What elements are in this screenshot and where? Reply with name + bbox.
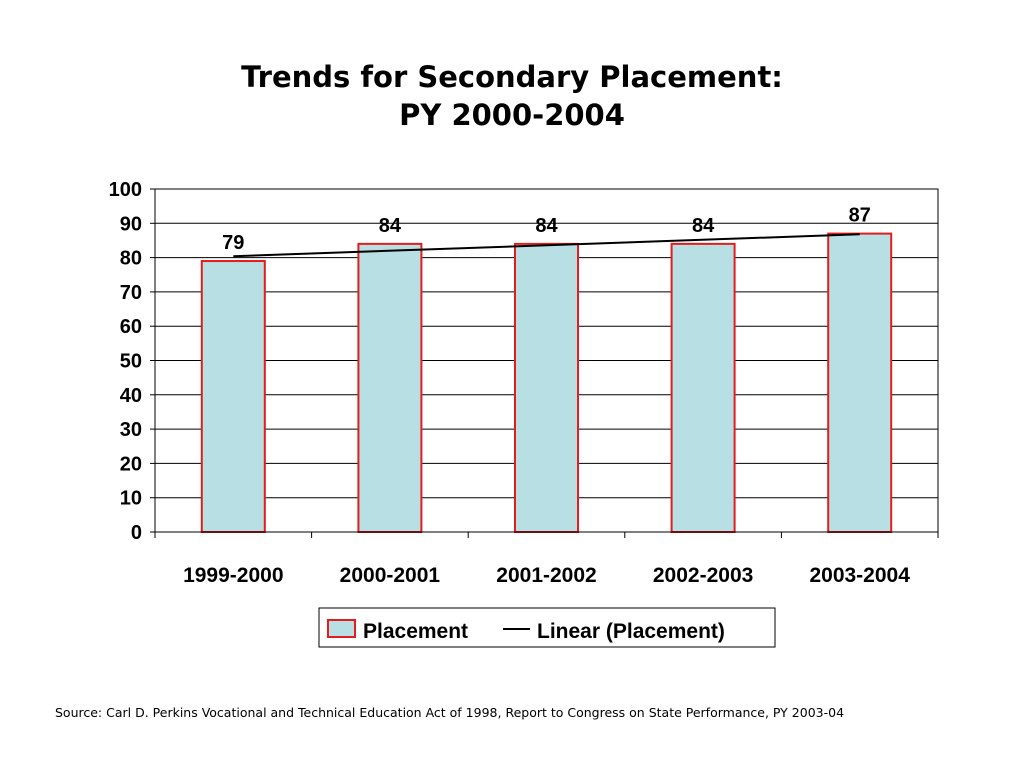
data-label-2000-2001: 84 [379, 215, 402, 237]
y-tick-label-40: 40 [120, 385, 142, 407]
data-label-2003-2004: 87 [849, 205, 871, 227]
bar-2003-2004 [827, 232, 893, 533]
legend-label-placement: Placement [363, 620, 468, 643]
y-tick-label-10: 10 [120, 488, 142, 510]
x-tick-label-2002-2003: 2002-2003 [653, 564, 753, 587]
y-tick-label-30: 30 [120, 419, 142, 441]
x-tick-label-2001-2002: 2001-2002 [496, 564, 596, 587]
y-tick-label-80: 80 [120, 248, 142, 270]
y-tick-label-70: 70 [120, 282, 142, 304]
data-label-2002-2003: 84 [692, 215, 715, 237]
plot-area-frame [154, 188, 939, 533]
y-tick-label-90: 90 [120, 213, 142, 235]
y-tick-label-0: 0 [131, 522, 142, 544]
chart-title: Trends for Secondary Placement: PY 2000-… [0, 58, 1024, 134]
x-tick-label-2003-2004: 2003-2004 [809, 564, 910, 587]
data-label-1999-2000: 79 [222, 232, 244, 254]
bar-2002-2003 [670, 242, 736, 533]
trendline [233, 233, 860, 258]
x-tick-label-1999-2000: 1999-2000 [183, 564, 283, 587]
data-label-2001-2002: 84 [535, 215, 558, 237]
legend-label-trendline: Linear (Placement) [537, 620, 725, 643]
y-tick-label-60: 60 [120, 316, 142, 338]
source-note: Source: Carl D. Perkins Vocational and T… [55, 705, 845, 720]
y-tick-label-100: 100 [109, 179, 142, 201]
legend-box [318, 607, 776, 648]
x-tick-label-2000-2001: 2000-2001 [340, 564, 441, 587]
legend-swatch-placement [327, 619, 356, 638]
bar-2000-2001 [357, 242, 423, 533]
chart-title-line-1: Trends for Secondary Placement: [241, 60, 783, 94]
y-tick-label-50: 50 [120, 351, 142, 373]
bar-2001-2002 [514, 242, 579, 533]
chart-title-line-2: PY 2000-2004 [399, 98, 625, 132]
bar-1999-2000 [200, 260, 266, 533]
y-tick-label-20: 20 [120, 453, 142, 475]
